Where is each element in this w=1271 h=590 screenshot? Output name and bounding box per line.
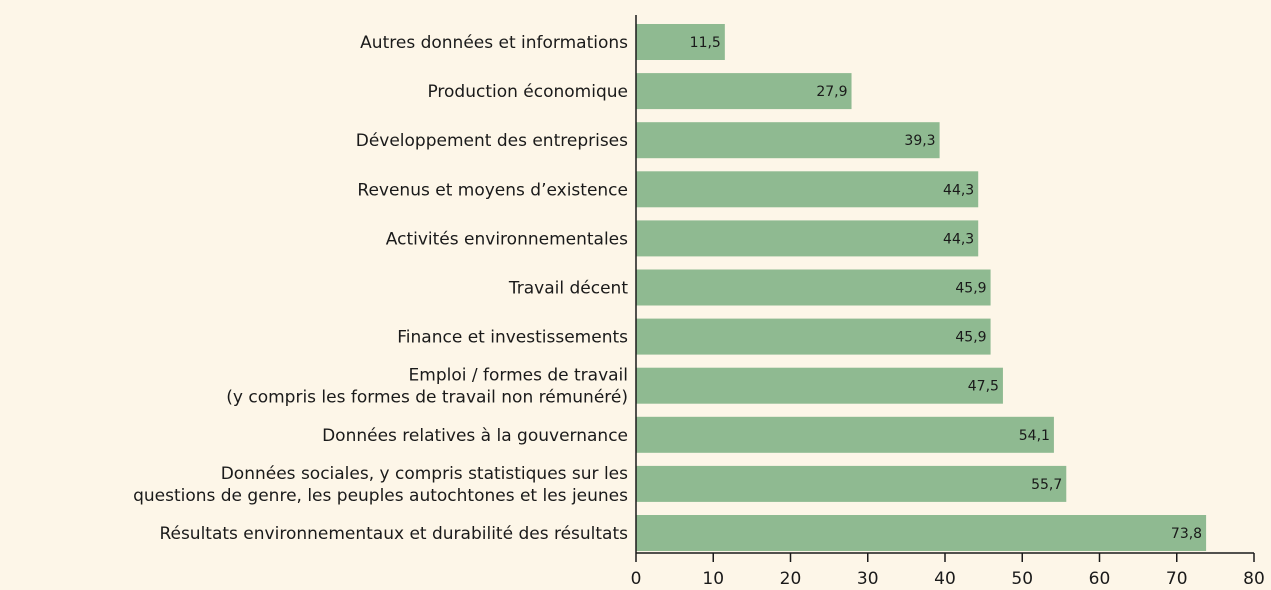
category-label: Activités environnementales [386, 229, 628, 249]
category-label: Résultats environnementaux et durabilité… [159, 524, 628, 544]
category-label: Finance et investissements [397, 328, 628, 348]
bar [636, 220, 979, 257]
value-label: 73,8 [1171, 526, 1202, 542]
bar [636, 318, 991, 355]
value-label: 27,9 [816, 84, 847, 100]
x-tick-label: 0 [631, 569, 642, 589]
bar [636, 24, 725, 60]
value-label: 44,3 [943, 231, 974, 247]
category-label: Emploi / formes de travail [409, 366, 628, 386]
category-label: Revenus et moyens d’existence [357, 180, 628, 200]
category-label: Autres données et informations [360, 33, 628, 53]
value-label: 39,3 [904, 133, 935, 149]
value-label: 45,9 [955, 330, 986, 346]
value-label: 47,5 [968, 379, 999, 395]
bar [636, 367, 1003, 404]
bar [636, 73, 852, 110]
x-tick-label: 60 [1089, 569, 1111, 589]
category-label: questions de genre, les peuples autochto… [133, 486, 628, 506]
category-label: (y compris les formes de travail non rém… [226, 388, 628, 408]
bar [636, 515, 1207, 551]
value-label: 44,3 [943, 182, 974, 198]
category-label: Travail décent [508, 279, 628, 299]
value-label: 11,5 [690, 35, 721, 51]
x-tick-label: 10 [702, 569, 724, 589]
x-tick-label: 80 [1243, 569, 1265, 589]
bar [636, 465, 1067, 502]
category-label: Données sociales, y compris statistiques… [221, 464, 628, 484]
bar [636, 269, 991, 306]
x-tick-label: 70 [1166, 569, 1188, 589]
category-label: Données relatives à la gouvernance [322, 426, 628, 446]
x-tick-label: 40 [934, 569, 956, 589]
value-label: 55,7 [1031, 477, 1062, 493]
x-tick-label: 50 [1011, 569, 1033, 589]
bar [636, 171, 979, 208]
x-tick-label: 30 [857, 569, 879, 589]
category-label: Développement des entreprises [356, 131, 628, 151]
value-label: 45,9 [955, 281, 986, 297]
bar [636, 122, 940, 159]
category-label: Production économique [427, 82, 628, 102]
bar [636, 416, 1054, 453]
x-tick-label: 20 [780, 569, 802, 589]
value-label: 54,1 [1019, 428, 1050, 444]
